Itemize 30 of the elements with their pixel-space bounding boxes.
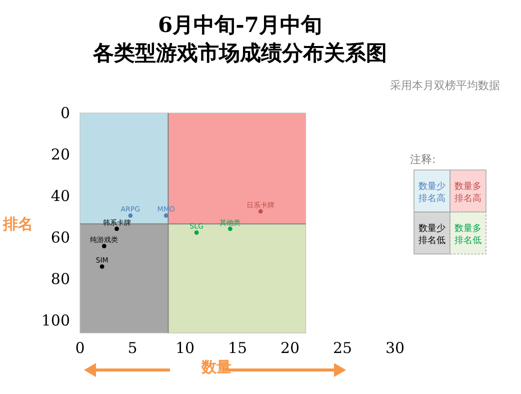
y-tick-label: 100 xyxy=(41,312,70,330)
point xyxy=(128,213,133,218)
y-axis-title: 排名 xyxy=(2,215,33,233)
x-tick-label: 30 xyxy=(385,339,405,357)
x-tick-label: 10 xyxy=(175,339,195,357)
text: 数量少排名高 xyxy=(418,181,446,204)
x-tick-label: 25 xyxy=(332,339,352,357)
point xyxy=(102,244,106,248)
text: 数量多排名高 xyxy=(454,181,482,204)
y-tick-label: 40 xyxy=(50,187,70,206)
text: 采用本月双榜平均数据 xyxy=(390,79,500,92)
point xyxy=(258,209,263,214)
text: 数量多排名低 xyxy=(454,223,482,246)
y-tick-label: 60 xyxy=(50,228,70,247)
x-tick-label: 20 xyxy=(280,339,300,357)
point xyxy=(114,226,119,232)
point xyxy=(164,213,168,218)
x-tick-label: 15 xyxy=(228,339,248,357)
y-tick-label: 20 xyxy=(50,146,70,164)
y-tick-label: 0 xyxy=(60,104,70,122)
text: 数量少排名低 xyxy=(418,223,446,246)
x-tick-label: 0 xyxy=(75,339,85,357)
point xyxy=(194,230,199,235)
point xyxy=(228,226,232,232)
x-tick-label: 5 xyxy=(128,339,138,357)
point xyxy=(100,264,104,269)
y-tick-label: 80 xyxy=(50,270,70,288)
text: 注释: xyxy=(410,153,436,166)
chart-subtitle: 各类型游戏市场成绩分布关系图 xyxy=(92,40,387,65)
chart-title: 6月中旬-7月中旬 xyxy=(158,12,322,37)
